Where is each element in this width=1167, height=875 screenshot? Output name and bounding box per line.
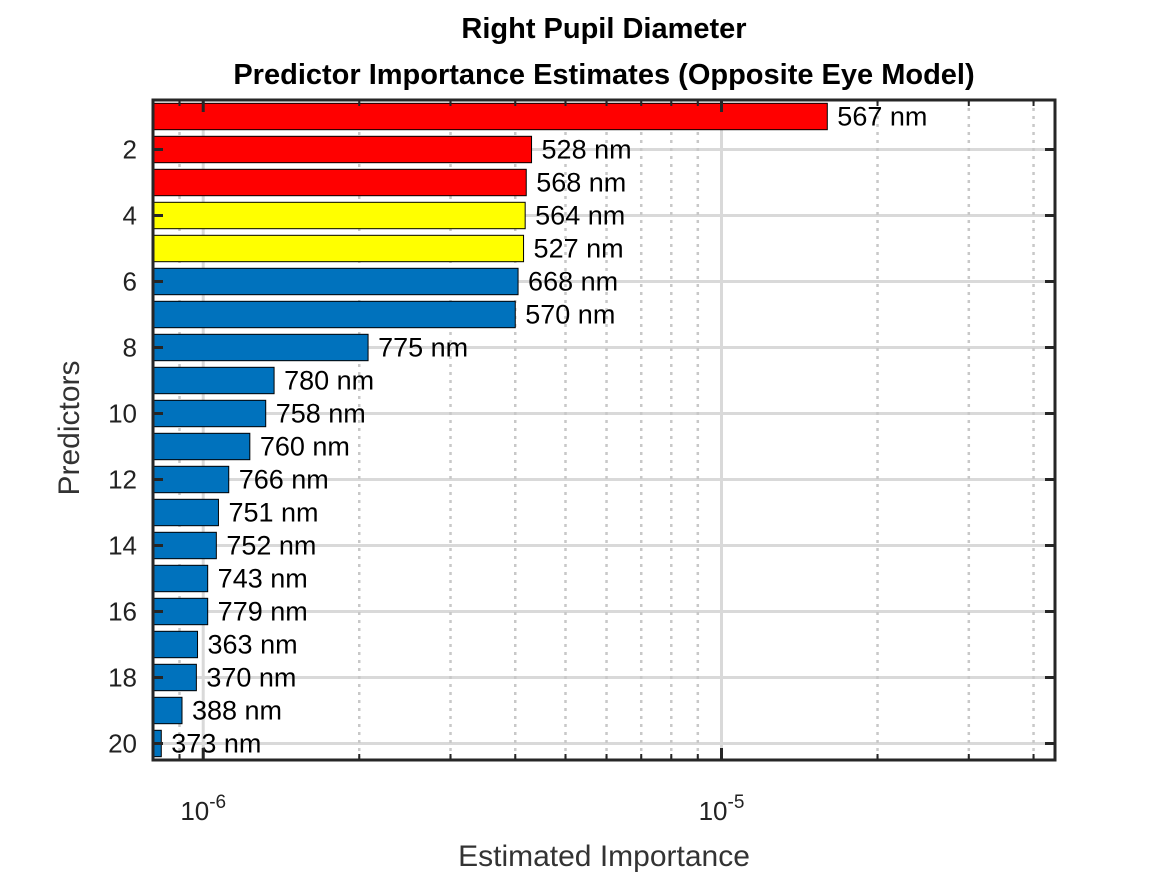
bar-label-predictor-13: 751 nm xyxy=(228,498,318,528)
y-tick-label: 14 xyxy=(108,531,137,561)
chart-title-line-1: Right Pupil Diameter xyxy=(461,13,746,45)
bar-label-predictor-9: 780 nm xyxy=(284,366,374,396)
grid-lines xyxy=(151,100,1055,760)
bar-label-predictor-8: 775 nm xyxy=(378,333,468,363)
bar-predictor-8 xyxy=(152,333,369,362)
y-tick-label: 16 xyxy=(108,597,137,627)
y-tick-label: 6 xyxy=(123,267,137,297)
bar-label-predictor-4: 564 nm xyxy=(535,201,625,231)
bar-label-predictor-10: 758 nm xyxy=(276,399,366,429)
bar-label-predictor-11: 760 nm xyxy=(260,432,350,462)
y-axis-label: Predictors xyxy=(53,360,86,495)
bar-predictor-10 xyxy=(152,399,267,428)
x-tick-label: 10-6 xyxy=(180,792,226,826)
bar-label-predictor-19: 388 nm xyxy=(192,696,282,726)
bar-predictor-17 xyxy=(152,630,199,659)
bar-label-predictor-6: 668 nm xyxy=(528,267,618,297)
bar-label-predictor-5: 527 nm xyxy=(534,234,624,264)
bar-label-predictor-3: 568 nm xyxy=(536,168,626,198)
bar-predictor-7 xyxy=(152,300,516,329)
y-tick-label: 4 xyxy=(123,201,137,231)
bar-predictor-3 xyxy=(152,168,527,197)
y-tick-label: 18 xyxy=(108,663,137,693)
x-axis-label: Estimated Importance xyxy=(458,840,750,873)
bar-predictor-4 xyxy=(152,201,526,230)
bar-predictor-13 xyxy=(152,498,219,527)
y-tick-label: 10 xyxy=(108,399,137,429)
bar-label-predictor-7: 570 nm xyxy=(525,300,615,330)
axis-ticks: 2 4 6 8 10 12 14 16 18 20 10-6 10-5 xyxy=(108,100,1055,826)
bar-predictor-12 xyxy=(152,465,230,494)
bar-predictor-5 xyxy=(152,234,525,263)
bar-predictor-1 xyxy=(152,102,828,131)
bar-predictor-6 xyxy=(152,267,519,296)
bar-label-predictor-17: 363 nm xyxy=(208,630,298,660)
y-tick-label: 2 xyxy=(123,135,137,165)
plot-frame xyxy=(151,98,1057,762)
bar-label-predictor-16: 779 nm xyxy=(218,597,308,627)
bar-label-predictor-20: 373 nm xyxy=(171,729,261,759)
bar-label-predictor-1: 567 nm xyxy=(837,102,927,132)
bar-predictor-15 xyxy=(152,564,209,593)
bar-label-predictor-15: 743 nm xyxy=(218,564,308,594)
bars xyxy=(152,102,828,758)
bar-predictor-2 xyxy=(152,135,533,164)
y-tick-label: 12 xyxy=(108,465,137,495)
y-tick-label: 20 xyxy=(108,729,137,759)
x-tick-label: 10-5 xyxy=(699,792,745,826)
bar-predictor-19 xyxy=(152,696,183,725)
bar-label-predictor-12: 766 nm xyxy=(239,465,329,495)
bar-label-predictor-14: 752 nm xyxy=(226,531,316,561)
bar-predictor-11 xyxy=(152,432,251,461)
bar-label-predictor-2: 528 nm xyxy=(542,135,632,165)
bar-label-predictor-18: 370 nm xyxy=(206,663,296,693)
chart-title-line-2: Predictor Importance Estimates (Opposite… xyxy=(233,59,974,91)
y-tick-label: 8 xyxy=(123,333,137,363)
bar-predictor-9 xyxy=(152,366,275,395)
bar-predictor-14 xyxy=(152,531,217,560)
